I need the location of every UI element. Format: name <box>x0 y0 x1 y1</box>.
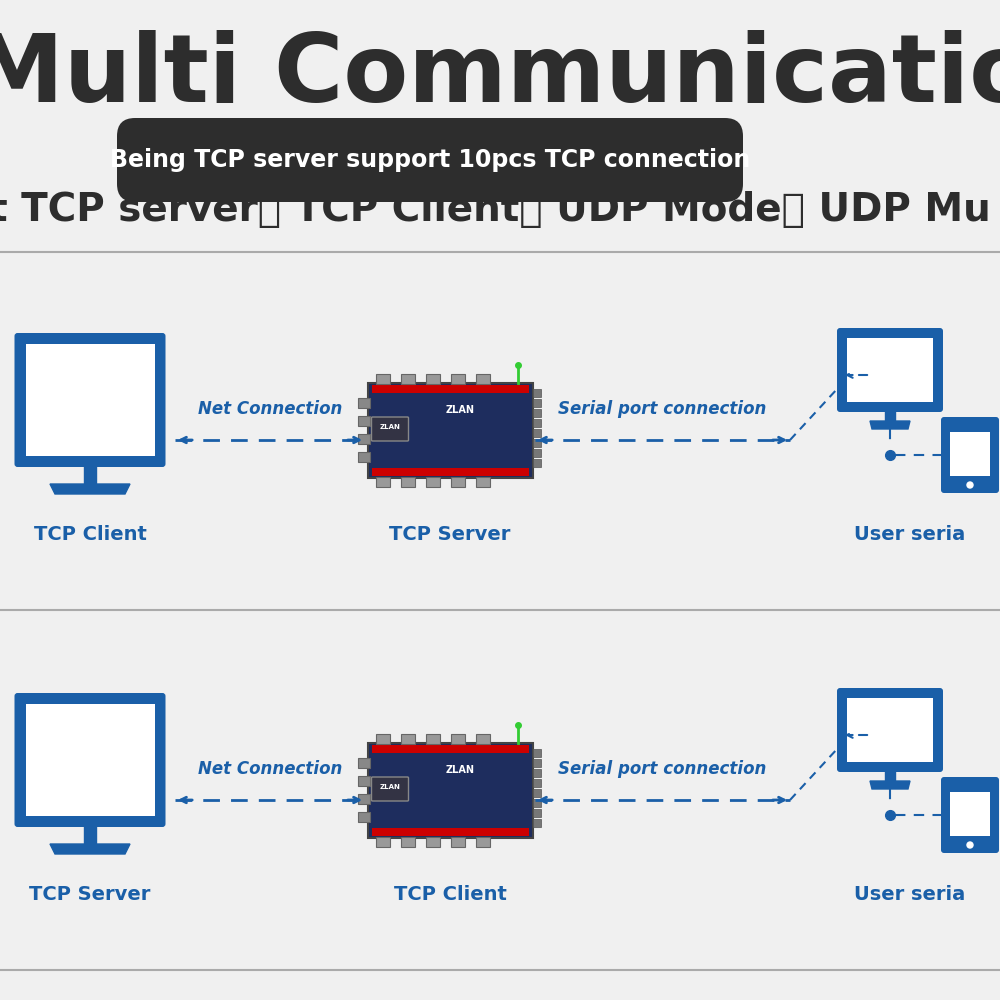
Text: Net Connection: Net Connection <box>198 400 342 418</box>
Polygon shape <box>50 844 130 854</box>
FancyBboxPatch shape <box>837 328 943 412</box>
Polygon shape <box>885 769 895 781</box>
FancyBboxPatch shape <box>358 758 370 768</box>
FancyBboxPatch shape <box>476 373 490 383</box>
Circle shape <box>967 482 973 488</box>
Text: ZLAN: ZLAN <box>446 765 475 775</box>
Text: Multi Communication: Multi Communication <box>0 30 1000 122</box>
FancyBboxPatch shape <box>532 448 540 456</box>
Text: Net Connection: Net Connection <box>198 760 342 778</box>
FancyBboxPatch shape <box>941 777 999 853</box>
Text: ZLAN: ZLAN <box>380 424 401 430</box>
FancyBboxPatch shape <box>476 836 490 846</box>
FancyBboxPatch shape <box>450 477 464 487</box>
FancyBboxPatch shape <box>532 758 540 766</box>
FancyBboxPatch shape <box>372 744 528 752</box>
FancyBboxPatch shape <box>372 828 528 836</box>
FancyBboxPatch shape <box>400 836 415 846</box>
FancyBboxPatch shape <box>941 417 999 493</box>
Polygon shape <box>84 464 96 484</box>
Text: TCP Client: TCP Client <box>394 886 506 904</box>
FancyBboxPatch shape <box>532 428 540 436</box>
Polygon shape <box>84 824 96 844</box>
FancyBboxPatch shape <box>532 458 540 466</box>
FancyBboxPatch shape <box>450 734 464 744</box>
FancyBboxPatch shape <box>376 477 390 487</box>
FancyBboxPatch shape <box>426 477 440 487</box>
FancyBboxPatch shape <box>532 778 540 786</box>
FancyBboxPatch shape <box>400 734 415 744</box>
FancyBboxPatch shape <box>532 798 540 806</box>
FancyBboxPatch shape <box>532 438 540 446</box>
FancyBboxPatch shape <box>450 836 464 846</box>
FancyBboxPatch shape <box>372 417 409 441</box>
FancyBboxPatch shape <box>368 382 532 478</box>
FancyBboxPatch shape <box>14 333 166 467</box>
FancyBboxPatch shape <box>358 434 370 444</box>
Text: TCP Server: TCP Server <box>389 526 511 544</box>
FancyBboxPatch shape <box>950 792 990 836</box>
FancyBboxPatch shape <box>532 388 540 396</box>
FancyBboxPatch shape <box>950 432 990 476</box>
FancyBboxPatch shape <box>847 698 933 762</box>
FancyBboxPatch shape <box>532 748 540 756</box>
Polygon shape <box>870 781 910 789</box>
FancyBboxPatch shape <box>837 688 943 772</box>
FancyBboxPatch shape <box>26 704 154 816</box>
Text: TCP Client: TCP Client <box>34 526 146 544</box>
FancyBboxPatch shape <box>426 734 440 744</box>
Text: ZLAN: ZLAN <box>446 405 475 415</box>
FancyBboxPatch shape <box>450 373 464 383</box>
Text: Serial port connection: Serial port connection <box>558 760 767 778</box>
Text: User seria: User seria <box>854 886 966 904</box>
FancyBboxPatch shape <box>532 788 540 796</box>
FancyBboxPatch shape <box>368 742 532 838</box>
Polygon shape <box>870 421 910 429</box>
Circle shape <box>967 842 973 848</box>
Text: Serial port connection: Serial port connection <box>558 400 767 418</box>
FancyBboxPatch shape <box>372 777 409 801</box>
FancyBboxPatch shape <box>426 836 440 846</box>
FancyBboxPatch shape <box>476 477 490 487</box>
FancyBboxPatch shape <box>372 384 528 392</box>
Polygon shape <box>885 409 895 421</box>
FancyBboxPatch shape <box>372 468 528 476</box>
FancyBboxPatch shape <box>358 812 370 822</box>
Text: TCP Server: TCP Server <box>29 886 151 904</box>
FancyBboxPatch shape <box>532 768 540 776</box>
FancyBboxPatch shape <box>532 818 540 826</box>
FancyBboxPatch shape <box>26 344 154 456</box>
FancyBboxPatch shape <box>532 418 540 426</box>
FancyBboxPatch shape <box>400 477 415 487</box>
FancyBboxPatch shape <box>358 776 370 786</box>
FancyBboxPatch shape <box>358 794 370 804</box>
FancyBboxPatch shape <box>532 808 540 816</box>
Text: ZLAN: ZLAN <box>380 784 401 790</box>
Text: Being TCP server support 10pcs TCP connection: Being TCP server support 10pcs TCP conne… <box>110 148 750 172</box>
FancyBboxPatch shape <box>426 373 440 383</box>
Text: User seria: User seria <box>854 526 966 544</box>
FancyBboxPatch shape <box>376 836 390 846</box>
FancyBboxPatch shape <box>400 373 415 383</box>
FancyBboxPatch shape <box>847 338 933 402</box>
FancyBboxPatch shape <box>376 734 390 744</box>
FancyBboxPatch shape <box>532 408 540 416</box>
Text: rt TCP server、 TCP Client、 UDP Mode、 UDP Mu: rt TCP server、 TCP Client、 UDP Mode、 UDP… <box>0 191 991 229</box>
FancyBboxPatch shape <box>376 373 390 383</box>
FancyBboxPatch shape <box>358 397 370 408</box>
FancyBboxPatch shape <box>117 118 743 202</box>
FancyBboxPatch shape <box>358 416 370 426</box>
FancyBboxPatch shape <box>14 693 166 827</box>
Polygon shape <box>50 484 130 494</box>
FancyBboxPatch shape <box>358 452 370 462</box>
FancyBboxPatch shape <box>532 398 540 406</box>
FancyBboxPatch shape <box>476 734 490 744</box>
